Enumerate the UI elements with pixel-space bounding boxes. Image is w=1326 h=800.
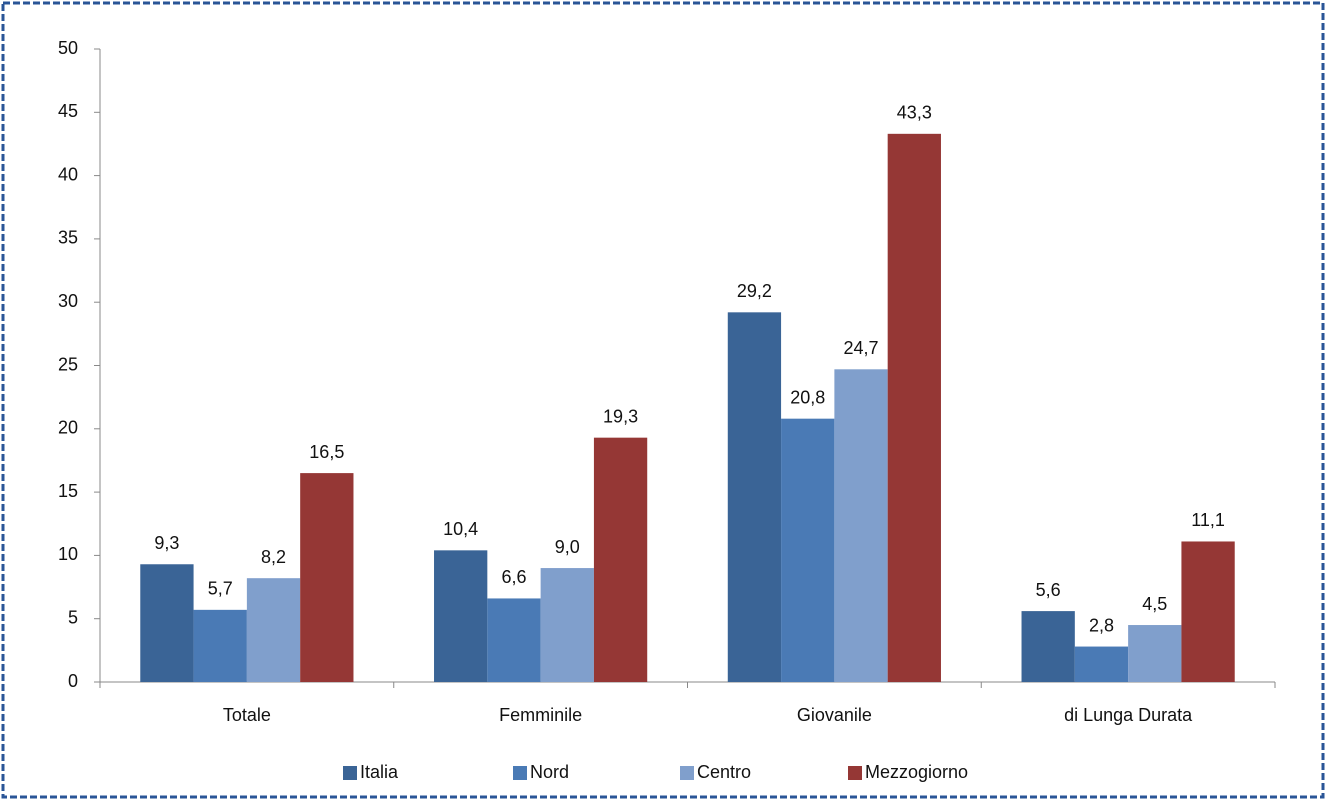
bar <box>140 564 194 682</box>
legend-swatch <box>680 766 694 780</box>
y-tick-label: 30 <box>58 291 78 311</box>
value-label: 5,7 <box>208 579 233 599</box>
bar <box>834 369 888 682</box>
bar <box>1128 625 1182 682</box>
value-label: 10,4 <box>443 519 478 539</box>
y-tick-label: 35 <box>58 228 78 248</box>
value-label: 9,0 <box>555 537 580 557</box>
value-label: 20,8 <box>790 387 825 407</box>
y-tick-label: 45 <box>58 101 78 121</box>
bar <box>1021 611 1075 682</box>
bar <box>434 550 488 682</box>
y-tick-label: 25 <box>58 354 78 374</box>
x-tick-label: Totale <box>223 705 271 725</box>
bar <box>193 609 247 682</box>
bar <box>1074 646 1129 682</box>
y-tick-label: 15 <box>58 481 78 501</box>
legend-label: Italia <box>360 762 399 782</box>
legend-label: Centro <box>697 762 751 782</box>
bar <box>727 312 782 682</box>
y-tick-label: 40 <box>58 164 78 184</box>
x-tick-label: Giovanile <box>797 705 872 725</box>
value-label: 6,6 <box>501 567 526 587</box>
value-label: 24,7 <box>844 338 879 358</box>
legend-swatch <box>513 766 527 780</box>
bar <box>300 473 354 682</box>
value-label: 5,6 <box>1036 580 1061 600</box>
bar <box>1181 541 1235 682</box>
value-label: 43,3 <box>897 103 932 123</box>
y-tick-label: 50 <box>58 38 78 58</box>
value-label: 4,5 <box>1142 594 1167 614</box>
legend-swatch <box>848 766 862 780</box>
y-tick-label: 0 <box>68 671 78 691</box>
y-tick-label: 5 <box>68 607 78 627</box>
value-label: 29,2 <box>737 281 772 301</box>
legend-label: Mezzogiorno <box>865 762 968 782</box>
value-label: 2,8 <box>1089 615 1114 635</box>
value-label: 16,5 <box>309 442 344 462</box>
bar <box>887 133 941 682</box>
legend-label: Nord <box>530 762 569 782</box>
value-label: 11,1 <box>1191 510 1225 530</box>
value-label: 8,2 <box>261 547 286 567</box>
bar <box>246 578 301 682</box>
bar <box>781 418 835 682</box>
value-label: 19,3 <box>603 406 638 426</box>
y-tick-label: 10 <box>58 544 78 564</box>
x-tick-label: di Lunga Durata <box>1064 705 1193 725</box>
y-tick-label: 20 <box>58 418 78 438</box>
bar <box>593 437 648 682</box>
value-label: 9,3 <box>154 533 179 553</box>
bar <box>487 598 541 682</box>
legend-swatch <box>343 766 357 780</box>
x-tick-label: Femminile <box>499 705 582 725</box>
bar <box>540 568 594 682</box>
